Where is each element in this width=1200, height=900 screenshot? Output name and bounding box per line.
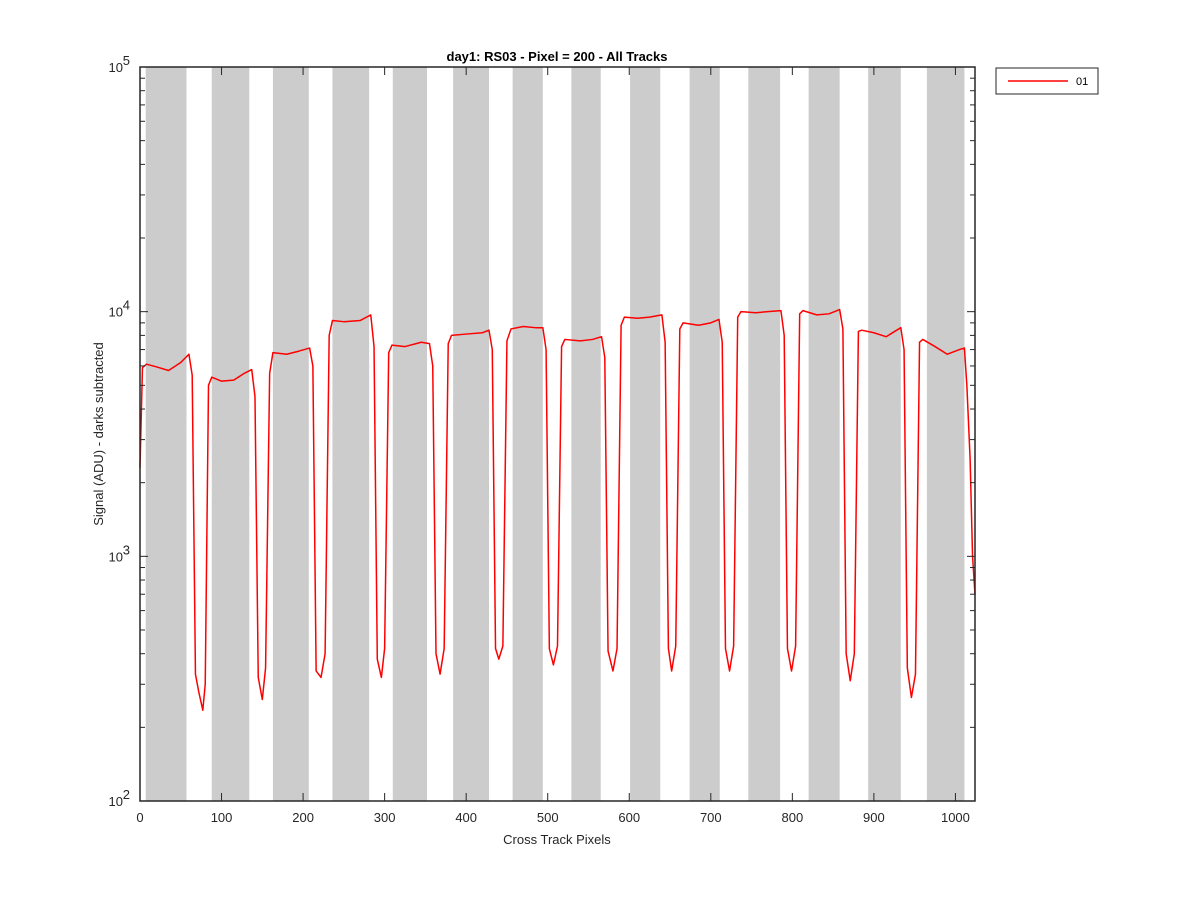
x-tick-label-700: 700 xyxy=(700,810,722,825)
axes-box xyxy=(139,66,976,802)
chart-title: day1: RS03 - Pixel = 200 - All Tracks xyxy=(447,49,668,64)
shaded-band-10 xyxy=(748,67,781,801)
shaded-band-11 xyxy=(808,67,840,801)
shaded-band-9 xyxy=(689,67,720,801)
shaded-band-8 xyxy=(630,67,661,801)
series-group xyxy=(139,308,976,711)
x-tick-label-900: 900 xyxy=(863,810,885,825)
x-tick-label-300: 300 xyxy=(374,810,396,825)
x-tick-label-400: 400 xyxy=(455,810,477,825)
legend: 01 xyxy=(995,67,1099,95)
y-tick-exponent-10000: 4 xyxy=(123,298,130,313)
x-tick-label-800: 800 xyxy=(781,810,803,825)
y-tick-label-100: 10 xyxy=(109,794,123,809)
shaded-band-5 xyxy=(453,67,490,801)
y-tick-label-10000: 10 xyxy=(109,305,123,320)
legend-label-01: 01 xyxy=(1076,76,1088,88)
series-line-01 xyxy=(139,308,976,711)
axes-background xyxy=(140,67,975,801)
shaded-bands xyxy=(145,67,965,801)
shaded-band-7 xyxy=(571,67,601,801)
y-tick-exponent-100000: 5 xyxy=(123,53,130,68)
shaded-band-0 xyxy=(145,67,187,801)
x-tick-label-600: 600 xyxy=(618,810,640,825)
x-axis-label: Cross Track Pixels xyxy=(503,832,611,847)
y-axis-label: Signal (ADU) - darks subtracted xyxy=(91,342,106,526)
shaded-band-6 xyxy=(512,67,543,801)
y-tick-label-100000: 10 xyxy=(109,60,123,75)
x-tick-label-0: 0 xyxy=(136,810,143,825)
shaded-band-2 xyxy=(272,67,309,801)
x-tick-label-200: 200 xyxy=(292,810,314,825)
x-axis-ticks: 0 100 200 300 400 500 600 700 800 900 1000 xyxy=(136,67,970,825)
y-tick-label-1000: 10 xyxy=(109,549,123,564)
shaded-band-13 xyxy=(926,67,965,801)
shaded-band-3 xyxy=(332,67,370,801)
shaded-band-1 xyxy=(211,67,250,801)
shaded-band-12 xyxy=(868,67,901,801)
plot-area xyxy=(139,67,976,801)
x-tick-label-1000: 1000 xyxy=(941,810,970,825)
x-tick-label-100: 100 xyxy=(211,810,233,825)
shaded-band-4 xyxy=(392,67,428,801)
axes-frame xyxy=(139,66,976,802)
y-tick-exponent-1000: 3 xyxy=(123,542,130,557)
y-tick-exponent-100: 2 xyxy=(123,787,130,802)
x-tick-label-500: 500 xyxy=(537,810,559,825)
